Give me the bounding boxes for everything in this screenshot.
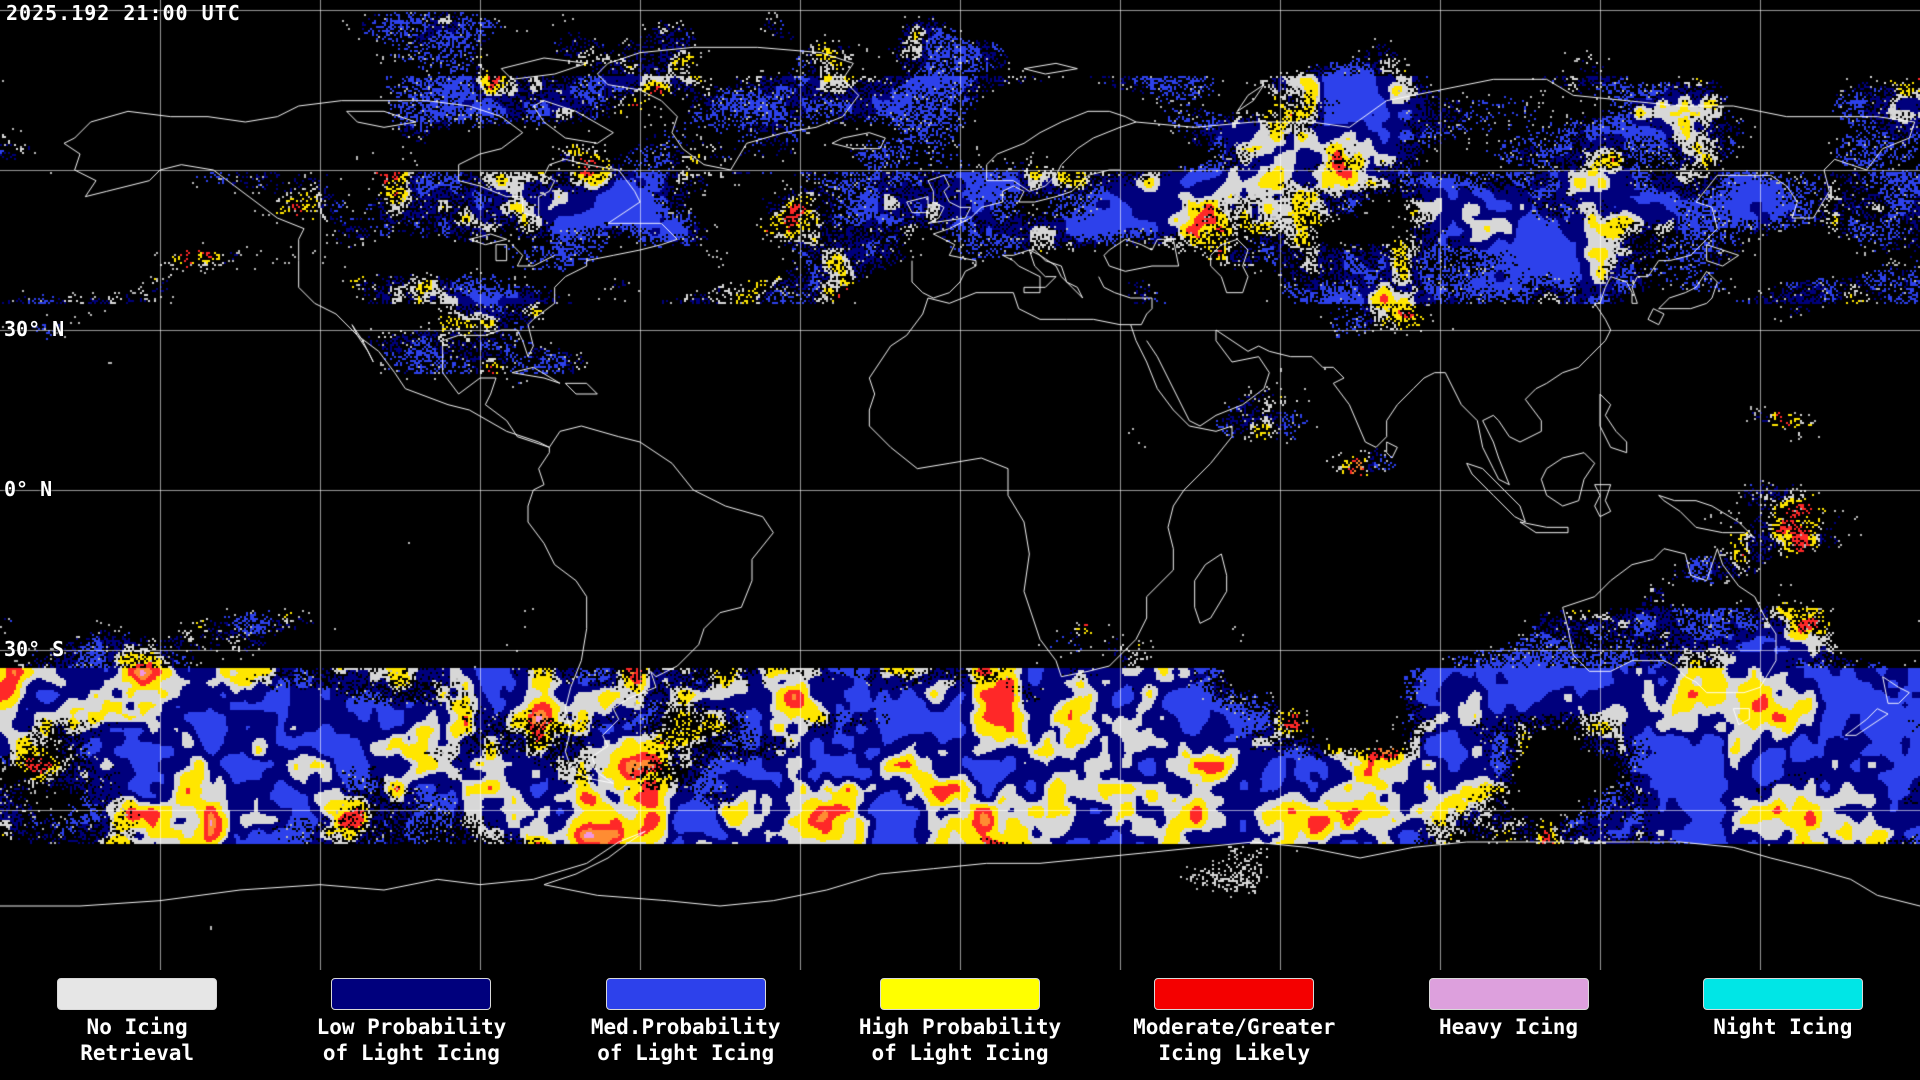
legend-item-night-icing: Night Icing [1646, 970, 1920, 1080]
lat-label-30n: 30° N [4, 317, 65, 341]
legend-label-line1: Low Probability [316, 1015, 507, 1039]
legend-item-heavy-icing: Heavy Icing [1371, 970, 1645, 1080]
legend-label-low-probability: Low Probability of Light Icing [317, 1015, 507, 1066]
legend-swatch-low-probability [331, 978, 492, 1010]
timestamp-label: 2025.192 21:00 UTC [6, 1, 241, 25]
legend-label-line2: of Light Icing [597, 1040, 775, 1065]
legend-swatch-no-icing [57, 978, 218, 1010]
legend-label-med-probability: Med.Probability of Light Icing [591, 1015, 781, 1066]
legend-label-line1: Heavy Icing [1439, 1015, 1579, 1039]
legend-label-no-icing: No Icing Retrieval [80, 1015, 194, 1066]
legend-label-line1: High Probability [858, 1015, 1062, 1039]
legend-label-high-probability: High Probability of Light Icing [859, 1015, 1061, 1066]
legend-item-high-probability: High Probability of Light Icing [823, 970, 1097, 1080]
legend-swatch-high-probability [879, 978, 1040, 1010]
legend-label-line1: Med.Probability [590, 1015, 781, 1039]
world-icing-map-canvas [0, 0, 1920, 970]
legend-label-line2 [1713, 1041, 1852, 1051]
legend-item-no-icing: No Icing Retrieval [0, 970, 274, 1080]
legend-label-line2: of Light Icing [871, 1040, 1049, 1065]
legend-swatch-heavy-icing [1428, 978, 1589, 1010]
legend-swatch-moderate-greater [1154, 978, 1315, 1010]
legend-label-line2: Retrieval [80, 1040, 195, 1065]
legend-swatch-night-icing [1702, 978, 1863, 1010]
legend-item-low-probability: Low Probability of Light Icing [274, 970, 548, 1080]
legend-label-night-icing: Night Icing [1713, 1015, 1852, 1051]
legend-label-line1: Moderate/Greater [1133, 1015, 1336, 1039]
legend-label-line2: of Light Icing [322, 1040, 500, 1065]
legend-label-line1: Night Icing [1713, 1015, 1853, 1039]
legend-label-heavy-icing: Heavy Icing [1439, 1015, 1578, 1051]
legend-item-med-probability: Med.Probability of Light Icing [549, 970, 823, 1080]
lat-label-30s: 30° S [4, 637, 65, 661]
legend-label-moderate-greater: Moderate/Greater Icing Likely [1133, 1015, 1335, 1066]
lat-label-0n: 0° N [4, 477, 53, 501]
legend-swatch-med-probability [605, 978, 766, 1010]
legend-label-line2 [1439, 1041, 1578, 1051]
legend-item-moderate-greater: Moderate/Greater Icing Likely [1097, 970, 1371, 1080]
legend-label-line1: No Icing [86, 1015, 188, 1039]
icing-legend: No Icing Retrieval Low Probability of Li… [0, 970, 1920, 1080]
legend-label-line2: Icing Likely [1158, 1040, 1311, 1065]
